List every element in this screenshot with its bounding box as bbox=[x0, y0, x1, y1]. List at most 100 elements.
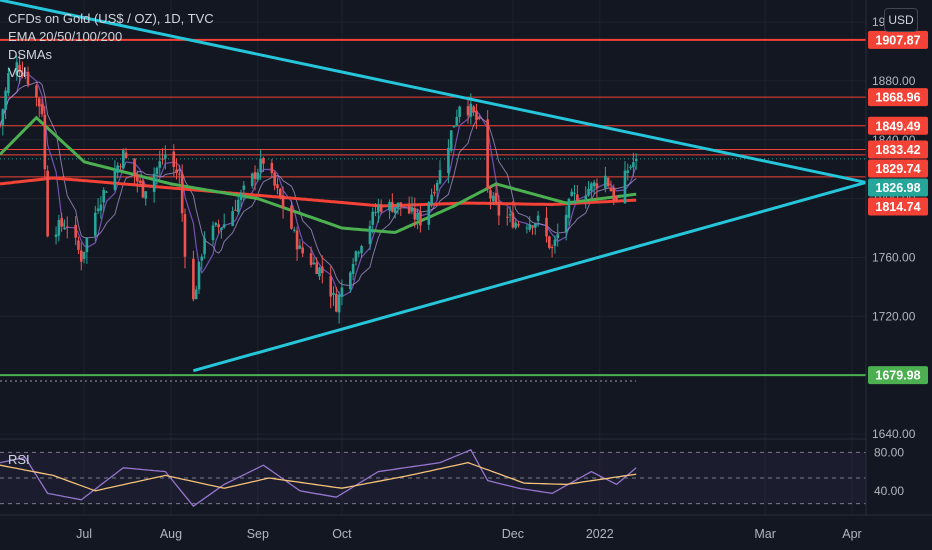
chart-legend: CFDs on Gold (US$ / OZ), 1D, TVC EMA 20/… bbox=[8, 10, 214, 82]
candle-body bbox=[419, 211, 422, 226]
dsma-slow-line bbox=[0, 81, 637, 287]
candle-body bbox=[222, 224, 226, 228]
candle-body bbox=[242, 185, 246, 190]
candle-body bbox=[220, 227, 223, 230]
candle-body bbox=[133, 158, 136, 176]
candle-body bbox=[178, 173, 181, 175]
candle-body bbox=[337, 294, 341, 313]
candle-body bbox=[570, 191, 574, 197]
candle-body bbox=[371, 211, 375, 225]
symbol-title[interactable]: CFDs on Gold (US$ / OZ), 1D, TVC bbox=[8, 11, 214, 26]
candle-body bbox=[377, 204, 380, 213]
candle-body bbox=[82, 251, 86, 259]
candle-body bbox=[54, 234, 58, 237]
candle-body bbox=[438, 170, 442, 184]
candle-body bbox=[615, 198, 618, 201]
candle-body bbox=[604, 175, 607, 189]
price-tick-label: 1880.00 bbox=[872, 74, 916, 88]
time-tick-label: Sep bbox=[247, 527, 269, 541]
trendline-upper bbox=[0, 0, 867, 184]
price-label-box bbox=[868, 366, 928, 385]
dsma-indicator-label[interactable]: DSMAs bbox=[8, 47, 53, 62]
candle-body bbox=[629, 166, 632, 168]
candle-body bbox=[37, 98, 41, 107]
candle-body bbox=[211, 225, 215, 241]
candle-body bbox=[281, 195, 285, 208]
candle-body bbox=[99, 204, 103, 211]
currency-button[interactable]: USD bbox=[884, 8, 918, 32]
candle-body bbox=[35, 85, 38, 98]
candle-body bbox=[576, 194, 579, 202]
candle-body bbox=[528, 224, 531, 230]
candle-body bbox=[172, 151, 176, 168]
candle-body bbox=[119, 166, 122, 168]
trendlines bbox=[0, 0, 867, 373]
candle-body bbox=[46, 170, 49, 237]
rsi-ma-line bbox=[0, 461, 637, 492]
candle-body bbox=[354, 251, 358, 262]
rsi-tick-label: 80.00 bbox=[874, 445, 904, 459]
candle-body bbox=[4, 90, 7, 110]
candle-body bbox=[469, 103, 473, 117]
candle-body bbox=[455, 116, 459, 126]
price-label-box bbox=[868, 30, 928, 49]
volume-indicator-label[interactable]: Vol bbox=[8, 65, 27, 80]
candle-body bbox=[556, 234, 560, 239]
candle-body bbox=[79, 250, 83, 262]
time-tick-label: Oct bbox=[332, 527, 352, 541]
price-label-box bbox=[868, 159, 928, 178]
price-label-text: 1849.49 bbox=[875, 119, 920, 133]
rsi-line bbox=[0, 448, 637, 508]
candle-body bbox=[514, 222, 517, 228]
candle-body bbox=[262, 158, 265, 164]
candle-body bbox=[564, 214, 568, 233]
candle-body bbox=[318, 267, 321, 277]
candle-body bbox=[136, 174, 139, 182]
candle-body bbox=[533, 223, 537, 228]
price-label-box bbox=[868, 178, 928, 197]
candle-body bbox=[298, 245, 302, 249]
candle-body bbox=[396, 202, 400, 209]
candle-body bbox=[374, 212, 377, 214]
candle-body bbox=[475, 110, 478, 121]
candle-body bbox=[124, 152, 128, 158]
candle-body bbox=[494, 192, 498, 203]
price-label-box bbox=[868, 140, 928, 159]
candle-body bbox=[21, 72, 24, 77]
candle-body bbox=[399, 202, 403, 207]
candle-body bbox=[259, 158, 262, 172]
dsma-fast-line bbox=[0, 70, 637, 298]
candle-body bbox=[458, 106, 461, 118]
candle-body bbox=[435, 182, 439, 191]
candle-body bbox=[197, 261, 201, 290]
candle-body bbox=[393, 207, 397, 214]
time-tick-label: Mar bbox=[754, 527, 776, 541]
candle-body bbox=[7, 73, 10, 94]
ema-red-line bbox=[0, 176, 637, 208]
candle-body bbox=[96, 208, 100, 212]
candle-body bbox=[203, 238, 206, 255]
candle-body bbox=[595, 183, 599, 189]
candle-body bbox=[1, 109, 5, 126]
candle-body bbox=[161, 158, 164, 160]
candle-body bbox=[452, 125, 456, 128]
candle-body bbox=[340, 287, 344, 297]
candle-body bbox=[567, 198, 571, 218]
candle-body bbox=[430, 194, 433, 205]
candles bbox=[0, 53, 638, 324]
candle-body bbox=[278, 188, 282, 198]
candle-body bbox=[517, 224, 520, 226]
candle-body bbox=[292, 229, 296, 231]
ema-indicator-label[interactable]: EMA 20/50/100/200 bbox=[8, 29, 123, 44]
candle-body bbox=[548, 236, 551, 248]
candle-body bbox=[486, 119, 489, 189]
rsi-indicator-label[interactable]: RSI bbox=[8, 452, 30, 467]
ema-green-line bbox=[0, 115, 637, 234]
candle-body bbox=[93, 212, 97, 236]
candle-body bbox=[550, 247, 554, 249]
candle-body bbox=[65, 226, 69, 228]
candle-body bbox=[138, 180, 142, 183]
candle-body bbox=[612, 188, 616, 201]
